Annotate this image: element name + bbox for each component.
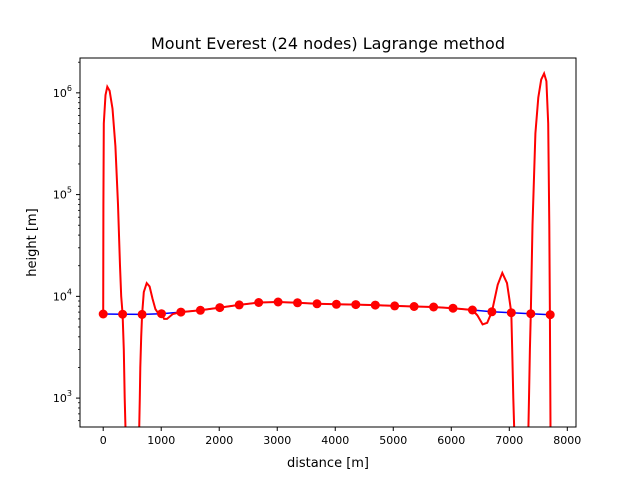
node-marker (409, 302, 419, 311)
x-tick-label: 1000 (147, 434, 175, 447)
x-tick-label: 3000 (263, 434, 291, 447)
x-tick-label: 0 (100, 434, 107, 447)
node-marker (195, 305, 205, 315)
x-axis-label: distance [m] (287, 456, 369, 471)
node-marker (118, 309, 128, 319)
x-tick-label: 7000 (495, 434, 523, 447)
node-marker (234, 300, 244, 310)
node-marker (429, 302, 439, 312)
node-marker (506, 308, 516, 318)
node-marker (273, 297, 283, 307)
y-tick-label: 106 (53, 84, 72, 100)
x-tick-label: 2000 (205, 434, 233, 447)
node-marker (98, 309, 108, 319)
node-marker (176, 307, 186, 317)
node-marker (526, 309, 536, 319)
y-axis-label: height [m] (25, 208, 40, 276)
x-tick-label: 6000 (437, 434, 465, 447)
node-marker (331, 299, 341, 309)
node-markers (98, 297, 555, 320)
node-marker (545, 310, 555, 320)
y-axis-ticks: 103 104 105 106 (53, 61, 80, 422)
node-marker (467, 305, 477, 315)
node-marker (370, 300, 380, 310)
x-tick-label: 5000 (379, 434, 407, 447)
x-tick-label: 4000 (321, 434, 349, 447)
plot-area (98, 70, 555, 427)
node-marker (215, 303, 225, 313)
y-tick-label: 104 (53, 287, 72, 303)
x-axis-ticks: 0 1000 2000 3000 4000 5000 6000 7000 8000 (100, 427, 581, 447)
node-marker (448, 303, 458, 313)
node-marker (487, 307, 497, 317)
axes-frame (79, 57, 577, 428)
x-tick-label: 8000 (553, 434, 581, 447)
node-marker (312, 299, 322, 309)
y-tick-label: 105 (53, 186, 72, 202)
node-marker (137, 309, 147, 319)
chart-title: Mount Everest (24 nodes) Lagrange method (151, 34, 505, 53)
node-marker (351, 300, 361, 310)
node-marker (157, 309, 166, 319)
node-marker (293, 298, 302, 308)
node-marker (390, 301, 400, 311)
y-tick-label: 103 (53, 389, 72, 405)
node-marker (254, 298, 264, 307)
